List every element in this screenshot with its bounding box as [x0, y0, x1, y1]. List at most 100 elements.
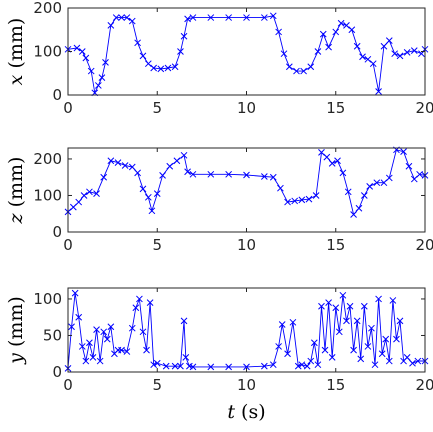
axes-frame [67, 147, 426, 233]
data-point [139, 52, 147, 60]
data-point [357, 355, 365, 363]
data-point [344, 188, 352, 196]
data-point [385, 37, 393, 44]
data-point [82, 54, 90, 62]
data-point [171, 63, 179, 71]
data-point [318, 302, 325, 310]
data-point [293, 67, 300, 75]
data-point [343, 22, 350, 29]
data-point [136, 295, 143, 303]
data-point [243, 363, 250, 371]
data-point [373, 179, 381, 187]
data-point [396, 52, 404, 60]
data-point [207, 170, 215, 178]
data-point [180, 32, 188, 40]
x-tick-label: 5 [152, 236, 162, 254]
data-point [378, 350, 386, 358]
y-tick-label: 0 [52, 223, 62, 241]
data-point [144, 60, 152, 68]
data-point [337, 19, 345, 27]
y-axis-label: x (mm) [5, 18, 27, 86]
y-tick-label: 100 [33, 290, 62, 308]
data-point [375, 295, 382, 303]
data-point [78, 48, 86, 55]
data-point [93, 326, 100, 333]
data-point [355, 204, 363, 212]
data-point [182, 354, 190, 361]
data-point [260, 14, 268, 21]
data-point [118, 14, 125, 21]
data-point [180, 317, 188, 325]
data-point [98, 74, 106, 81]
data-point [319, 30, 327, 38]
data-point [307, 63, 315, 71]
data-point [107, 22, 115, 29]
x-tick-label: 20 [415, 376, 433, 394]
data-point [93, 190, 100, 198]
data-point [189, 14, 197, 21]
data-point [375, 88, 382, 95]
data-point [128, 324, 136, 332]
data-point [410, 175, 418, 183]
x-tick-label: 5 [152, 376, 162, 394]
data-point [148, 207, 156, 215]
data-point [134, 169, 141, 177]
data-point [321, 346, 329, 354]
data-point [396, 317, 404, 325]
x-tick-label: 15 [326, 376, 345, 394]
data-point [364, 343, 372, 350]
x-tick-label: 20 [415, 236, 433, 254]
data-point [112, 14, 120, 21]
data-point [310, 339, 318, 347]
data-point [260, 173, 268, 180]
data-point [89, 354, 97, 361]
data-point [303, 362, 311, 370]
data-point [360, 302, 368, 310]
data-point [416, 170, 423, 178]
data-point [389, 297, 397, 304]
data-point [328, 159, 336, 167]
data-point [368, 324, 375, 332]
x-axis-label: t (s) [227, 401, 265, 423]
data-point [68, 323, 75, 331]
data-point [289, 318, 297, 326]
data-point [100, 173, 108, 181]
data-point [103, 335, 111, 343]
data-point [364, 55, 372, 63]
axes-frame [67, 7, 426, 96]
data-point [260, 362, 268, 370]
data-point [275, 343, 282, 350]
x-tick-label: 15 [326, 236, 345, 254]
data-point [139, 328, 147, 336]
data-point [184, 168, 191, 176]
x-tick-label: 15 [326, 99, 345, 117]
data-point [325, 299, 332, 306]
data-point [150, 64, 158, 72]
data-point [134, 39, 141, 47]
data-point [391, 50, 399, 58]
data-point [243, 14, 250, 21]
data-point [369, 60, 377, 68]
data-point [339, 291, 347, 299]
data-point [162, 362, 170, 370]
data-point [128, 163, 136, 171]
y-tick-label: 100 [33, 43, 62, 61]
data-point [269, 361, 277, 369]
data-point [291, 197, 299, 205]
data-point [312, 192, 320, 199]
data-point [353, 42, 361, 50]
data-point [153, 190, 161, 198]
data-point [334, 157, 341, 165]
data-point [275, 28, 282, 36]
data-point [332, 28, 340, 36]
data-point [403, 354, 411, 361]
data-point [94, 82, 102, 89]
data-point [225, 14, 233, 21]
y-axis-label: z (mm) [5, 157, 27, 225]
data-point [343, 317, 350, 325]
x-tick-label: 0 [63, 236, 73, 254]
data-point [353, 317, 361, 325]
data-point [146, 299, 154, 306]
data-point [189, 170, 197, 178]
